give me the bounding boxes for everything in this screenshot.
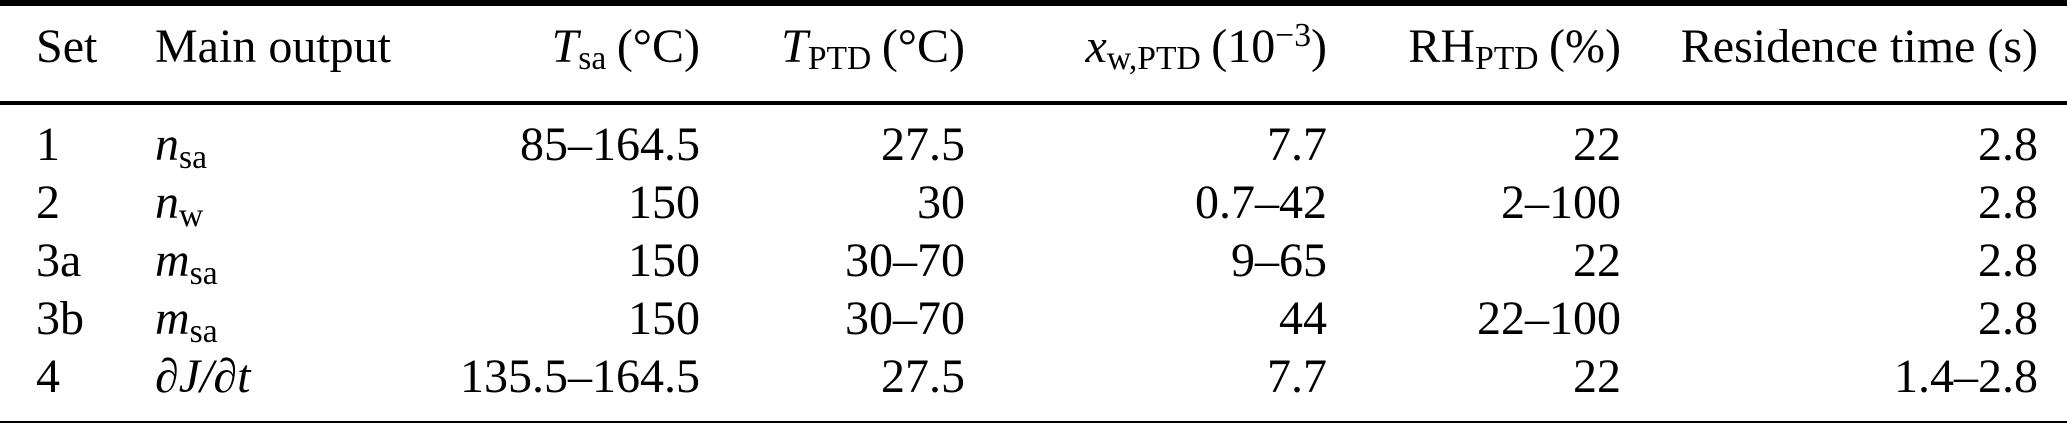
cell-t-sa: 150 [628,234,700,288]
cell-rh-ptd: 22 [1573,234,1621,288]
col-header-x-w-ptd: xw,PTD (10−3) [965,3,1327,103]
table-row-set-4: 4 ∂J/∂t 135.5–164.5 27.5 7.7 22 1.4–2.8 [0,349,2067,423]
header-row: Set Main output Tsa (°C) TPTD (°C) xw,PTD(… [0,3,2067,103]
col-header-residence-time: Residence time (s) [1680,20,2038,73]
t-ptd-unit: (°C) [881,20,965,73]
cell-t-ptd: 27.5 [881,118,965,172]
output-symbol: n [155,176,179,230]
col-header-set: Set [36,20,98,73]
cell-rh-ptd: 22–100 [1477,292,1621,346]
cell-set: 2 [36,176,60,230]
cell-t-ptd: 30–70 [845,292,965,346]
rh-ptd-unit: (%) [1549,20,1621,73]
cell-residence-time: 2.8 [1978,118,2038,172]
output-symbol: n [155,118,179,172]
col-header-t-sa: Tsa (°C) [420,3,700,103]
cell-x-w-ptd: 7.7 [1267,350,1327,404]
x-w-ptd-exponent: −3 [1275,16,1312,54]
cell-residence-time: 2.8 [1978,176,2038,230]
cell-residence-time: 2.8 [1978,292,2038,346]
t-sa-subscript: sa [578,40,607,78]
rh-ptd-symbol: RH [1408,20,1476,73]
cell-main-output: ∂J/∂t [155,349,420,423]
cell-rh-ptd: 22 [1573,350,1621,404]
t-ptd-subscript: PTD [807,40,872,78]
x-w-ptd-symbol: x [1085,20,1107,73]
cell-t-sa: 135.5–164.5 [460,350,700,404]
cell-x-w-ptd: 7.7 [1267,118,1327,172]
t-ptd-symbol: T [781,20,808,73]
cell-residence-time: 2.8 [1978,234,2038,288]
cell-main-output: nw [155,175,420,233]
x-w-ptd-unit-close: ) [1311,20,1327,73]
output-subscript: sa [189,312,218,350]
table-body: 1 nsa 85–164.5 27.5 7.7 22 2.8 2 nw 150 … [0,103,2067,423]
t-sa-unit: (°C) [616,20,700,73]
col-header-rh-ptd: RHPTD (%) [1327,3,1621,103]
table-row-set-1: 1 nsa 85–164.5 27.5 7.7 22 2.8 [0,103,2067,175]
cell-t-sa: 150 [628,176,700,230]
cell-t-ptd: 30 [917,176,965,230]
cell-t-ptd: 27.5 [881,350,965,404]
output-subscript: sa [179,138,207,176]
output-symbol: m [155,292,190,346]
col-header-t-ptd: TPTD (°C) [700,3,965,103]
cell-main-output: nsa [155,103,420,175]
cell-set: 3b [36,292,84,346]
t-sa-symbol: T [551,20,579,73]
cell-x-w-ptd: 0.7–42 [1195,176,1327,230]
cell-main-output: msa [155,291,420,349]
cell-set: 1 [36,118,60,172]
cell-main-output: msa [155,233,420,291]
x-w-ptd-unit-open: (10 [1211,20,1276,73]
cell-set: 4 [36,350,60,404]
output-symbol: ∂J/∂t [155,350,251,404]
table-header: Set Main output Tsa (°C) TPTD (°C) xw,PTD(… [0,3,2067,103]
cell-t-sa: 150 [628,292,700,346]
output-subscript: sa [189,254,218,292]
table-row-set-3a: 3a msa 150 30–70 9–65 22 2.8 [0,233,2067,291]
cell-x-w-ptd: 44 [1279,292,1327,346]
col-header-main-output: Main output [155,20,391,73]
output-symbol: m [155,234,190,288]
output-subscript: w [179,196,204,234]
cell-t-ptd: 30–70 [845,234,965,288]
cell-set: 3a [36,234,82,288]
cell-t-sa: 85–164.5 [520,118,700,172]
cell-residence-time: 1.4–2.8 [1894,350,2038,404]
x-w-ptd-subscript: w,PTD [1106,40,1201,78]
cell-rh-ptd: 22 [1573,118,1621,172]
table-row-set-2: 2 nw 150 30 0.7–42 2–100 2.8 [0,175,2067,233]
rh-ptd-subscript: PTD [1475,40,1539,78]
cell-x-w-ptd: 9–65 [1231,234,1327,288]
table-row-set-3b: 3b msa 150 30–70 44 22–100 2.8 [0,291,2067,349]
cell-rh-ptd: 2–100 [1501,176,1621,230]
